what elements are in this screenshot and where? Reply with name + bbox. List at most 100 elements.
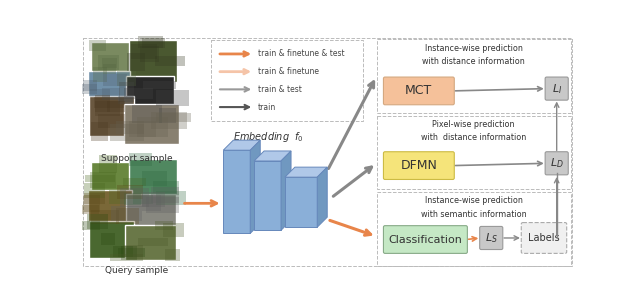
Text: Support sample: Support sample [101, 154, 173, 163]
FancyBboxPatch shape [91, 42, 136, 79]
FancyBboxPatch shape [116, 208, 140, 224]
FancyBboxPatch shape [88, 71, 130, 103]
FancyBboxPatch shape [84, 193, 104, 204]
Text: train: train [258, 103, 276, 111]
FancyBboxPatch shape [383, 226, 467, 253]
FancyBboxPatch shape [101, 233, 115, 246]
Text: MCT: MCT [405, 85, 433, 98]
FancyBboxPatch shape [146, 197, 179, 213]
Polygon shape [223, 150, 250, 233]
FancyBboxPatch shape [545, 152, 568, 175]
FancyBboxPatch shape [155, 56, 186, 66]
FancyBboxPatch shape [84, 183, 105, 198]
FancyBboxPatch shape [97, 114, 125, 128]
FancyBboxPatch shape [103, 74, 127, 86]
FancyBboxPatch shape [102, 88, 120, 99]
FancyBboxPatch shape [383, 77, 454, 105]
FancyBboxPatch shape [155, 221, 173, 230]
FancyBboxPatch shape [103, 64, 116, 74]
Text: train & test: train & test [258, 85, 302, 94]
FancyBboxPatch shape [119, 82, 134, 101]
FancyBboxPatch shape [88, 190, 132, 229]
FancyBboxPatch shape [129, 40, 177, 82]
Polygon shape [285, 177, 317, 227]
FancyBboxPatch shape [152, 112, 188, 130]
Polygon shape [254, 151, 291, 161]
Text: train & finetune: train & finetune [258, 67, 319, 76]
FancyBboxPatch shape [156, 113, 191, 121]
FancyBboxPatch shape [142, 192, 164, 207]
FancyBboxPatch shape [109, 190, 127, 204]
Text: Pixel-wise prediction
with  distance information: Pixel-wise prediction with distance info… [421, 120, 526, 142]
FancyBboxPatch shape [141, 194, 161, 211]
FancyBboxPatch shape [480, 226, 503, 249]
Text: Query sample: Query sample [106, 266, 169, 275]
Text: Instance-wise prediction
with semantic information: Instance-wise prediction with semantic i… [420, 196, 526, 219]
FancyBboxPatch shape [95, 95, 110, 112]
FancyBboxPatch shape [156, 191, 186, 205]
FancyBboxPatch shape [129, 120, 156, 137]
FancyBboxPatch shape [126, 194, 176, 233]
FancyBboxPatch shape [124, 193, 141, 205]
FancyBboxPatch shape [123, 245, 143, 258]
FancyBboxPatch shape [83, 80, 97, 91]
FancyBboxPatch shape [132, 193, 154, 204]
Text: train & finetune & test: train & finetune & test [258, 50, 344, 59]
FancyBboxPatch shape [129, 159, 177, 200]
Text: Embedding  $f_0$: Embedding $f_0$ [232, 130, 303, 144]
Text: $L_D$: $L_D$ [550, 156, 564, 170]
FancyBboxPatch shape [137, 117, 168, 137]
FancyBboxPatch shape [99, 156, 117, 173]
FancyBboxPatch shape [165, 249, 180, 262]
FancyBboxPatch shape [109, 254, 143, 261]
Polygon shape [317, 167, 327, 227]
Text: $L_S$: $L_S$ [485, 231, 498, 245]
FancyBboxPatch shape [140, 46, 159, 62]
FancyBboxPatch shape [125, 225, 175, 260]
FancyBboxPatch shape [77, 205, 99, 214]
FancyBboxPatch shape [117, 71, 136, 86]
Polygon shape [285, 167, 327, 177]
FancyBboxPatch shape [102, 58, 117, 68]
FancyBboxPatch shape [86, 214, 108, 230]
Text: Labels: Labels [528, 233, 560, 243]
FancyBboxPatch shape [90, 221, 134, 258]
FancyBboxPatch shape [109, 124, 144, 141]
FancyBboxPatch shape [121, 246, 138, 260]
FancyBboxPatch shape [85, 175, 115, 182]
FancyBboxPatch shape [142, 171, 167, 186]
FancyBboxPatch shape [143, 81, 176, 89]
FancyBboxPatch shape [95, 101, 120, 116]
FancyBboxPatch shape [132, 105, 162, 124]
Polygon shape [254, 161, 281, 230]
FancyBboxPatch shape [118, 96, 133, 104]
FancyBboxPatch shape [116, 121, 144, 134]
FancyBboxPatch shape [129, 153, 152, 166]
Text: DFMN: DFMN [401, 159, 437, 172]
FancyBboxPatch shape [113, 246, 133, 257]
FancyBboxPatch shape [131, 44, 157, 59]
FancyBboxPatch shape [83, 194, 100, 213]
FancyBboxPatch shape [90, 89, 110, 97]
Polygon shape [281, 151, 291, 230]
FancyBboxPatch shape [142, 38, 164, 48]
FancyBboxPatch shape [91, 162, 136, 199]
FancyBboxPatch shape [107, 101, 125, 112]
FancyBboxPatch shape [156, 90, 189, 107]
FancyBboxPatch shape [163, 223, 184, 236]
Text: Instance-wise prediction
with distance information: Instance-wise prediction with distance i… [422, 44, 525, 66]
FancyBboxPatch shape [138, 238, 168, 246]
FancyBboxPatch shape [138, 34, 163, 48]
FancyBboxPatch shape [545, 77, 568, 100]
FancyBboxPatch shape [124, 178, 146, 186]
FancyBboxPatch shape [80, 84, 97, 94]
FancyBboxPatch shape [126, 76, 174, 116]
FancyBboxPatch shape [124, 88, 153, 99]
Text: $L_I$: $L_I$ [552, 82, 562, 95]
FancyBboxPatch shape [118, 248, 145, 257]
Polygon shape [223, 140, 260, 150]
FancyBboxPatch shape [90, 96, 134, 136]
FancyBboxPatch shape [159, 108, 176, 123]
FancyBboxPatch shape [98, 55, 119, 70]
Text: Classification: Classification [388, 235, 462, 245]
